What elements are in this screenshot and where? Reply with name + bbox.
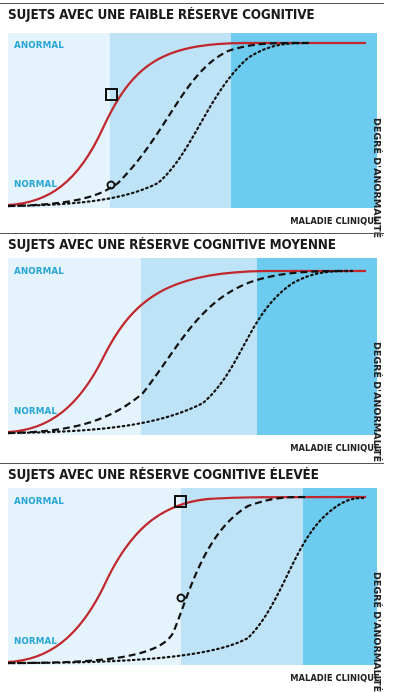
- curves: [8, 269, 366, 435]
- plot-area: ANORMAL NORMAL: [8, 258, 377, 435]
- dotted-curve: [8, 41, 310, 208]
- dashed-curve: [8, 269, 349, 435]
- label-normal: NORMAL: [14, 636, 58, 647]
- zone-preclinical: [8, 258, 141, 435]
- y-axis-label: DEGRÉ D'ANORMALITÉ: [371, 342, 382, 463]
- zone-clinical: [303, 488, 377, 665]
- x-axis-label: MALADIE CLINIQUE: [290, 673, 380, 684]
- label-anormal: ANORMAL: [14, 496, 64, 507]
- curves: [8, 41, 366, 208]
- zone-clinical: [257, 258, 377, 435]
- panel-low-reserve: SUJETS AVEC UNE FAIBLE RÉSERVE COGNITIVE…: [0, 0, 400, 238]
- zone-preclinical: [8, 33, 110, 208]
- circle-marker: [106, 180, 116, 190]
- label-normal: NORMAL: [14, 179, 58, 190]
- panel-title: SUJETS AVEC UNE RÉSERVE COGNITIVE MOYENN…: [8, 238, 336, 253]
- red-curve: [8, 495, 367, 664]
- dotted-curve: [8, 496, 365, 665]
- plot-area: ANORMAL NORMAL: [8, 488, 377, 665]
- x-axis-label: MALADIE CLINIQUE: [290, 443, 380, 454]
- red-curve: [8, 41, 366, 207]
- circle-marker: [176, 593, 186, 603]
- zone-transition: [181, 488, 303, 665]
- plot-area: ANORMAL NORMAL: [8, 33, 377, 208]
- red-curve: [8, 269, 366, 434]
- dashed-curve: [8, 41, 309, 208]
- label-normal: NORMAL: [14, 406, 58, 417]
- zone-clinical: [231, 33, 377, 208]
- label-anormal: ANORMAL: [14, 40, 64, 51]
- y-axis-label: DEGRÉ D'ANORMALITÉ: [371, 572, 382, 692]
- top-rule: [0, 233, 384, 234]
- dotted-curve: [8, 269, 355, 435]
- panel-high-reserve: SUJETS AVEC UNE RÉSERVE COGNITIVE ÉLEVÉE…: [0, 460, 400, 692]
- zone-preclinical: [8, 488, 181, 665]
- panel-title: SUJETS AVEC UNE FAIBLE RÉSERVE COGNITIVE: [8, 8, 315, 23]
- square-marker: [174, 495, 187, 508]
- curves: [8, 495, 367, 665]
- panel-title: SUJETS AVEC UNE RÉSERVE COGNITIVE ÉLEVÉE: [8, 468, 319, 483]
- y-axis-label: DEGRÉ D'ANORMALITÉ: [371, 118, 382, 239]
- square-marker: [105, 88, 118, 101]
- panel-medium-reserve: SUJETS AVEC UNE RÉSERVE COGNITIVE MOYENN…: [0, 230, 400, 463]
- dashed-curve: [8, 495, 309, 665]
- top-rule: [0, 463, 384, 464]
- top-rule: [0, 3, 384, 4]
- x-axis-label: MALADIE CLINIQUE: [290, 216, 380, 227]
- label-anormal: ANORMAL: [14, 266, 64, 277]
